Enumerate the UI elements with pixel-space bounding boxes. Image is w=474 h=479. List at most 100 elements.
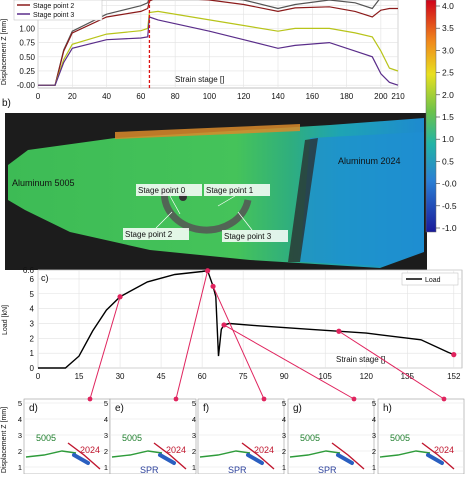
panel-a-x-tick-label: 180 (340, 92, 354, 101)
panel-c-legend-box (401, 272, 459, 286)
panel-a-legend-box (13, 0, 103, 21)
small-panel-y-tick-label: 5 (192, 399, 196, 408)
label-bg-stage-point-2 (123, 228, 189, 240)
small-panel-y-tick-label: 5 (282, 399, 286, 408)
small-panel-y-tick-label: 4 (18, 415, 22, 424)
panel-c-y-tick-label: 3 (30, 319, 35, 328)
small-panel-y-tick-label: 4 (372, 415, 376, 424)
small-panel-y-tick-label: 2 (18, 447, 22, 456)
panel-a-y-tick-label: 0.75 (19, 39, 35, 48)
small-panel-5005-label: 5005 (36, 433, 56, 443)
small-panel-frame (197, 398, 285, 475)
colorbar-tick-label: 3.5 (442, 23, 454, 33)
legend-stage-point-2: Stage point 2 (33, 3, 74, 10)
small-panel-y-tick-label: 5 (372, 399, 376, 408)
dic-plate-2024 (300, 132, 424, 266)
panel-a-x-tick-label: 200 (374, 92, 388, 101)
panel-a-x-tick-label: 100 (203, 92, 217, 101)
panel-c-legend-label: Load (425, 277, 441, 284)
colorbar-tick-label: 3.0 (442, 45, 454, 55)
panel-a-y-tick-label: 1.00 (19, 24, 35, 33)
label-bg-stage-point-3 (222, 230, 288, 242)
panel-a-series-line-1 (38, 0, 398, 86)
colorbar-tick-label: 2.0 (442, 90, 454, 100)
colorbar-tick-label: -1.0 (442, 223, 457, 233)
label-stage-point-3: Stage point 3 (224, 232, 272, 241)
panel-connector-line (223, 324, 355, 400)
small-panel-5005-trace (199, 450, 251, 458)
panel-a-x-tick-label: 40 (102, 92, 111, 101)
panel-c-y-axis-label: Load [kN] (2, 305, 9, 335)
panel-c-x-tick-label: 45 (157, 372, 166, 381)
small-panel-frame (23, 398, 111, 475)
small-panel-y-tick-label: 3 (192, 431, 196, 440)
small-panel-5005-trace (379, 450, 431, 458)
small-panel-spr-label: SPR (140, 465, 159, 474)
small-panel-y-tick-label: 3 (104, 431, 108, 440)
panel-c-x-tick-label: 60 (198, 372, 207, 381)
panel-c-x-tick-label: 15 (75, 372, 84, 381)
panel-a-series (38, 0, 399, 86)
label-stage-point-1: Stage point 1 (206, 186, 254, 195)
panel-connector-line (212, 286, 265, 400)
panel-connector-dot (351, 396, 357, 402)
small-panel-y-tick-label: 5 (18, 399, 22, 408)
panel-c-x-ticks: 0 15 30 45 60 75 90 105 120 135 152 (36, 372, 461, 381)
small-panel-label: e) (115, 403, 124, 414)
colorbar-tick-label: 4.0 (442, 1, 454, 11)
small-panel-5005-trace (111, 450, 163, 458)
label-bg-stage-point-0 (136, 184, 202, 196)
panel-c-y-tick-label: 6 (30, 275, 35, 284)
label-stage-point-0: Stage point 0 (138, 186, 186, 195)
panel-c-x-tick-label: 105 (319, 372, 333, 381)
colorbar-tick-label: 1.5 (442, 112, 454, 122)
small-panel-y-tick-label: 3 (372, 431, 376, 440)
panel-a-series-line-2 (38, 10, 399, 86)
colorbar: 4.0 3.5 3.0 2.5 2.0 1.5 1.0 0.5 -0.0 -0.5 -1.0 (425, 0, 457, 233)
panel-a-y-tick-label: 0.25 (19, 67, 35, 76)
dic-rivet-ring (160, 187, 252, 234)
small-panel-2024-trace (421, 442, 455, 470)
small-panel-frame (109, 398, 197, 475)
small-panel-2024-trace (241, 442, 275, 470)
panel-a-x-tick-label: 80 (171, 92, 180, 101)
panel-b: b) Aluminum 5005 Aluminum 2024 Stage poi… (2, 98, 427, 270)
label-stage-point-2: Stage point 2 (125, 230, 173, 239)
panel-connector-line (89, 296, 121, 400)
panel-c-plot-area (37, 269, 463, 369)
panel-a-x-tick-label: 0 (36, 92, 41, 101)
small-panel-label: d) (29, 403, 38, 414)
panel-c-y-tick-label: 2 (30, 334, 35, 343)
small-panel-y-tick-label: 1 (372, 463, 376, 472)
panel-a-x-tick-label: 210 (391, 92, 405, 101)
small-panel-frame (287, 398, 375, 475)
small-panel-2024-label: 2024 (254, 445, 274, 455)
colorbar-tick-label: 0.5 (442, 156, 454, 166)
small-panel-5005-label: 5005 (390, 433, 410, 443)
small-panel-2024-label: 2024 (434, 445, 454, 455)
panel-connector-dot (173, 396, 179, 402)
small-panel-5005-trace (289, 450, 341, 458)
panel-connector-dot (261, 396, 267, 402)
panel-a-x-ticks: 0 20 40 60 80 100 120 140 160 180 200 210 (36, 92, 405, 101)
panel-c-y-tick-label: 5 (30, 290, 35, 299)
small-panel-5005-trace (25, 450, 77, 458)
panel-c-x-tick-label: 152 (447, 372, 461, 381)
small-panel-y-tick-label: 4 (192, 415, 196, 424)
colorbar-tick-label: -0.5 (442, 201, 457, 211)
colorbar-tick-label: 1.0 (442, 134, 454, 144)
panel-a-series-line-0 (38, 0, 380, 86)
panel-a-y-tick-label: -0.00 (17, 81, 36, 90)
small-panel-y-tick-label: 2 (192, 447, 196, 456)
leader-stage-point-2 (155, 211, 173, 229)
small-panel-y-tick-label: 1 (282, 463, 286, 472)
panel-c-x-tick-label: 135 (401, 372, 415, 381)
small-panel-y-tick-label: 4 (282, 415, 286, 424)
panel-c-x-tick-label: 120 (360, 372, 374, 381)
dic-overlap-seam (288, 138, 318, 262)
small-panel-spr-marker (336, 453, 354, 465)
panel-a: -0.000.250.500.751.001.251.40 0204060801… (1, 0, 405, 101)
